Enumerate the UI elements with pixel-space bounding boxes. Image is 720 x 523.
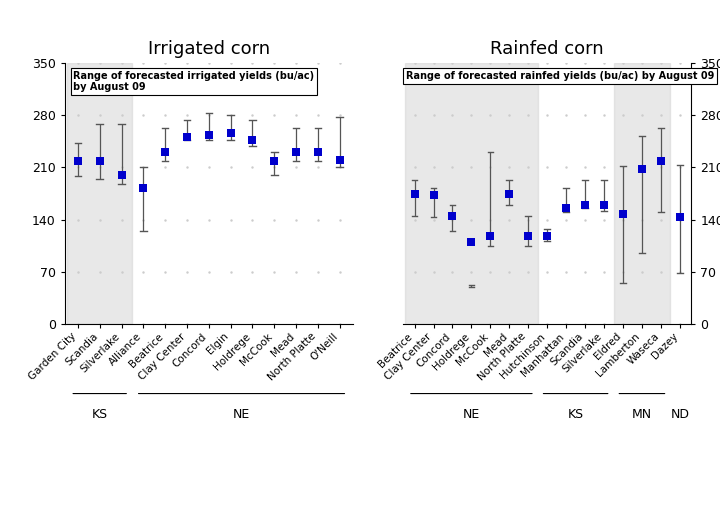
- Title: Rainfed corn: Rainfed corn: [490, 40, 604, 59]
- Text: KS: KS: [91, 408, 108, 421]
- Text: MN: MN: [632, 408, 652, 421]
- Bar: [67, 63, 132, 324]
- Title: Irrigated corn: Irrigated corn: [148, 40, 270, 59]
- Text: KS: KS: [567, 408, 584, 421]
- Text: NE: NE: [463, 408, 480, 421]
- Text: Range of forecasted irrigated yields (bu/ac)
by August 09: Range of forecasted irrigated yields (bu…: [73, 71, 315, 92]
- Text: Range of forecasted rainfed yields (bu/ac) by August 09: Range of forecasted rainfed yields (bu/a…: [406, 71, 714, 81]
- Text: NE: NE: [233, 408, 250, 421]
- Text: ND: ND: [670, 408, 689, 421]
- Bar: [613, 63, 670, 324]
- Bar: [405, 63, 538, 324]
